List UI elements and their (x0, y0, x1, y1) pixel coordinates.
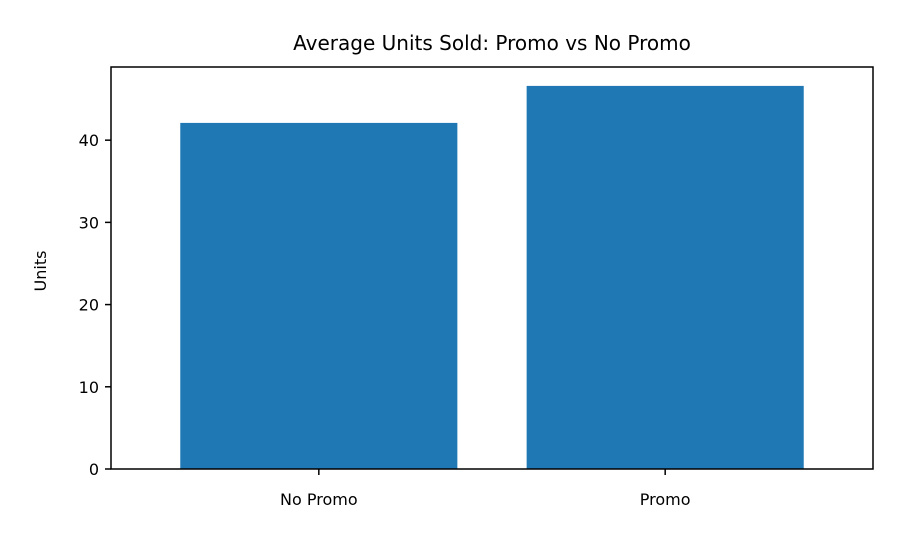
x-tick-label: Promo (640, 490, 691, 509)
x-tick-label: No Promo (280, 490, 358, 509)
y-tick-label: 20 (79, 296, 99, 315)
x-axis-ticks: No Promo Promo (280, 469, 691, 509)
y-axis-label: Units (31, 251, 50, 292)
y-tick-label: 0 (89, 460, 99, 479)
bar-promo (526, 85, 804, 470)
plot-frame (110, 66, 874, 470)
y-tick-label: 40 (79, 131, 99, 150)
y-axis-ticks: 0 10 20 30 40 (79, 131, 111, 479)
y-tick-label: 10 (79, 378, 99, 397)
bar-no-promo (180, 122, 458, 469)
y-tick-label: 30 (79, 213, 99, 232)
chart-title: Average Units Sold: Promo vs No Promo (293, 31, 691, 55)
bars-group (180, 85, 804, 470)
